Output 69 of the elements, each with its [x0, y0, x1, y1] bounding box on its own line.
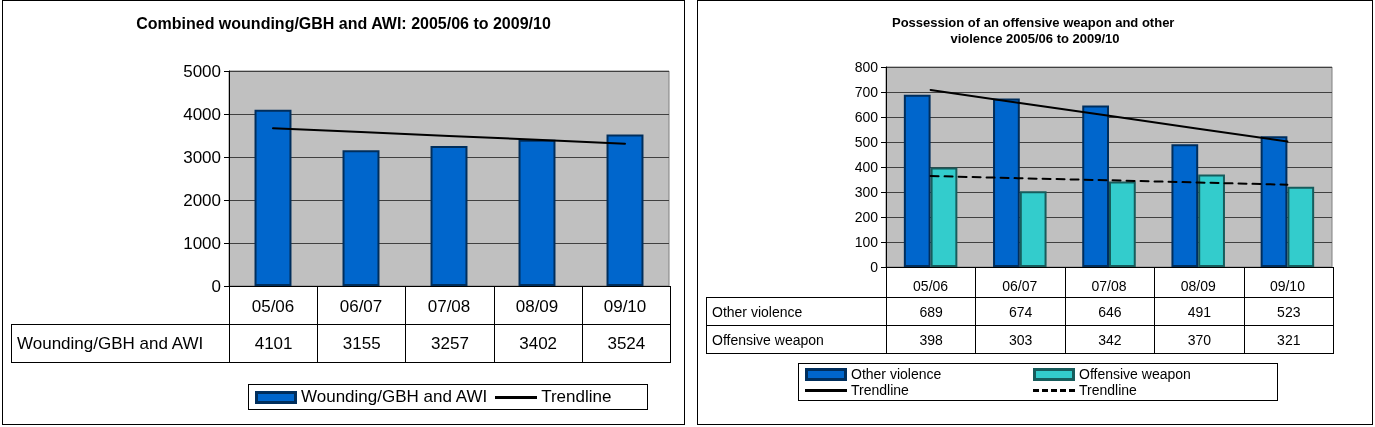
bar [930, 167, 958, 267]
data-label: 491 [1154, 297, 1245, 326]
y-tick-label: 600 [854, 109, 879, 125]
y-tick-label: 200 [854, 209, 879, 225]
data-label: 523 [1244, 297, 1334, 326]
y-tick-label: 2000 [183, 190, 221, 210]
text: Wounding/GBH and AWI [17, 333, 204, 353]
data-label: 674 [975, 297, 1066, 326]
data-label: 646 [1065, 297, 1155, 326]
line-series [929, 89, 1289, 143]
y-tick-label: 5000 [183, 61, 221, 81]
y-tick-label: 700 [854, 84, 879, 100]
bar [1171, 144, 1199, 267]
bar [1109, 181, 1136, 267]
x-tick-label: 08/09 [515, 297, 559, 316]
y-tick-label: 1000 [183, 233, 221, 253]
y-tick-label: 500 [854, 134, 879, 150]
y-tick-label: 100 [854, 234, 879, 250]
x-tick-label: 05/06 [913, 278, 949, 294]
bar [254, 109, 292, 286]
data-label: 689 [886, 297, 976, 326]
bar [1260, 136, 1288, 267]
data-label: 3257 [405, 324, 495, 363]
x-tick-label: 05/06 [251, 297, 295, 316]
data-label: 342 [1065, 325, 1155, 354]
x-tick-label: 08/09 [1180, 278, 1216, 294]
line-series [272, 127, 626, 145]
bar [606, 134, 644, 286]
y-tick-label: 300 [854, 184, 879, 200]
chart-title: Possession of an offensive weapon and other violence 2005/06 to 2009/10 [891, 14, 1179, 46]
x-tick-label: 06/07 [339, 297, 383, 316]
legend-label: Offensive weapon [1079, 366, 1191, 382]
line-series [929, 175, 1289, 186]
bar [518, 139, 556, 286]
legend-label: Trendline [541, 387, 612, 407]
bar [1198, 174, 1225, 267]
x-tick-label: 09/10 [1269, 278, 1306, 294]
bar [1082, 105, 1109, 267]
data-label: 3402 [494, 324, 583, 363]
legend-label: Wounding/GBH and AWI [301, 387, 488, 407]
data-label: 398 [886, 325, 976, 354]
bar [1287, 186, 1315, 267]
text: Other violence [712, 303, 803, 320]
bar [1019, 191, 1047, 267]
bar [903, 94, 931, 267]
data-label: 303 [975, 325, 1066, 354]
y-tick-label: 3000 [183, 147, 221, 167]
data-label: 4101 [229, 324, 318, 363]
x-tick-label: 09/10 [603, 297, 647, 316]
x-tick-label: 07/08 [1091, 278, 1127, 294]
bar [430, 145, 468, 286]
text: Offensive weapon [712, 331, 824, 348]
y-tick-label: 800 [854, 59, 879, 75]
data-label: 321 [1244, 325, 1334, 354]
legend-label: Trendline [851, 382, 909, 398]
data-label: 3524 [582, 324, 671, 363]
y-tick-label: 0 [870, 259, 879, 275]
data-label: 370 [1154, 325, 1245, 354]
data-label: 3155 [317, 324, 406, 363]
x-tick-label: 07/08 [427, 297, 471, 316]
chart-title: Combined wounding/GBH and AWI: 2005/06 to 2009/10 [136, 15, 551, 32]
y-tick-label: 4000 [183, 104, 221, 124]
x-tick-label: 06/07 [1002, 278, 1038, 294]
legend-label: Other violence [851, 366, 942, 382]
y-tick-label: 400 [854, 159, 879, 175]
y-tick-label: 0 [211, 276, 221, 296]
bar [993, 98, 1020, 267]
legend-label: Trendline [1079, 382, 1137, 398]
bar [342, 150, 380, 286]
